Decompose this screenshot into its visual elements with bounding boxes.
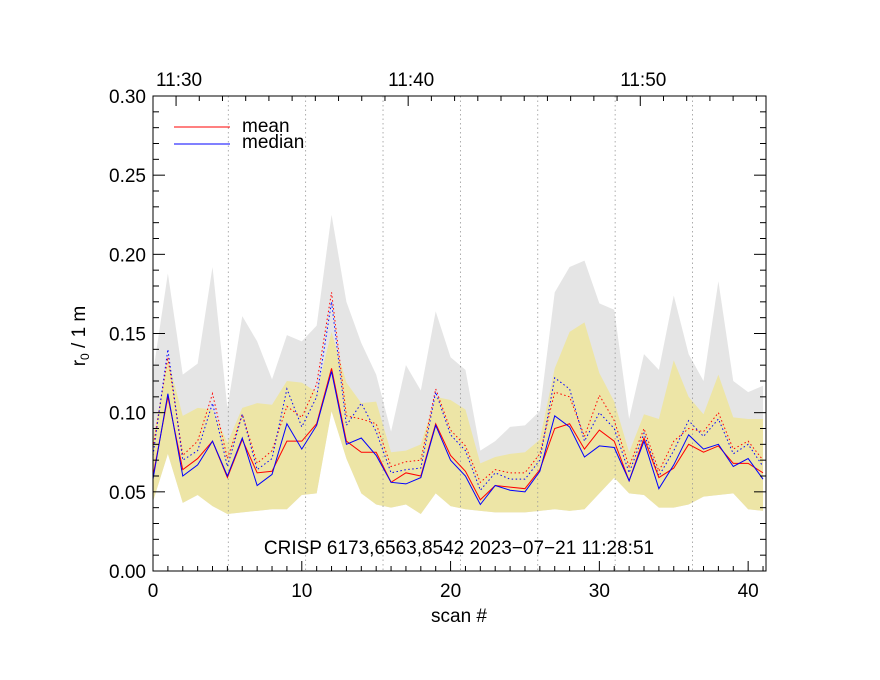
x-tick-label: 10 xyxy=(291,581,312,602)
y-tick-label: 0.30 xyxy=(109,87,146,108)
y-tick-label: 0.10 xyxy=(109,404,146,425)
y-axis-label: r0 / 1 m xyxy=(69,306,92,367)
legend-label-mean: mean xyxy=(242,116,290,137)
x-tick-label: 40 xyxy=(738,581,759,602)
top-time-label: 11:50 xyxy=(620,70,666,91)
y-tick-label: 0.15 xyxy=(109,325,146,346)
x-axis-label: scan # xyxy=(431,606,487,627)
series-line-dotted-2 xyxy=(152,292,764,484)
y-tick-label: 0.00 xyxy=(109,562,146,583)
legend-label-median: median xyxy=(242,132,304,153)
x-tick-label: 20 xyxy=(440,581,461,602)
top-time-label: 11:40 xyxy=(388,70,434,91)
y-tick-label: 0.20 xyxy=(109,245,146,266)
series-line-median xyxy=(152,371,764,506)
chart-annotation: CRISP 6173,6563,8542 2023−07−21 11:28:51 xyxy=(264,538,654,559)
data-series xyxy=(152,292,764,506)
series-line-mean xyxy=(152,368,764,501)
x-tick-label: 30 xyxy=(589,581,610,602)
y-tick-label: 0.25 xyxy=(109,166,146,187)
legend: mean median xyxy=(174,116,304,153)
top-time-label: 11:30 xyxy=(156,70,202,91)
x-tick-label: 0 xyxy=(148,581,159,602)
y-tick-label: 0.05 xyxy=(109,483,146,504)
axis-ticks: 0 10 20 30 40 0.00 0.05 0.10 0.15 0.20 0.25 0.30 11:… xyxy=(109,70,766,602)
